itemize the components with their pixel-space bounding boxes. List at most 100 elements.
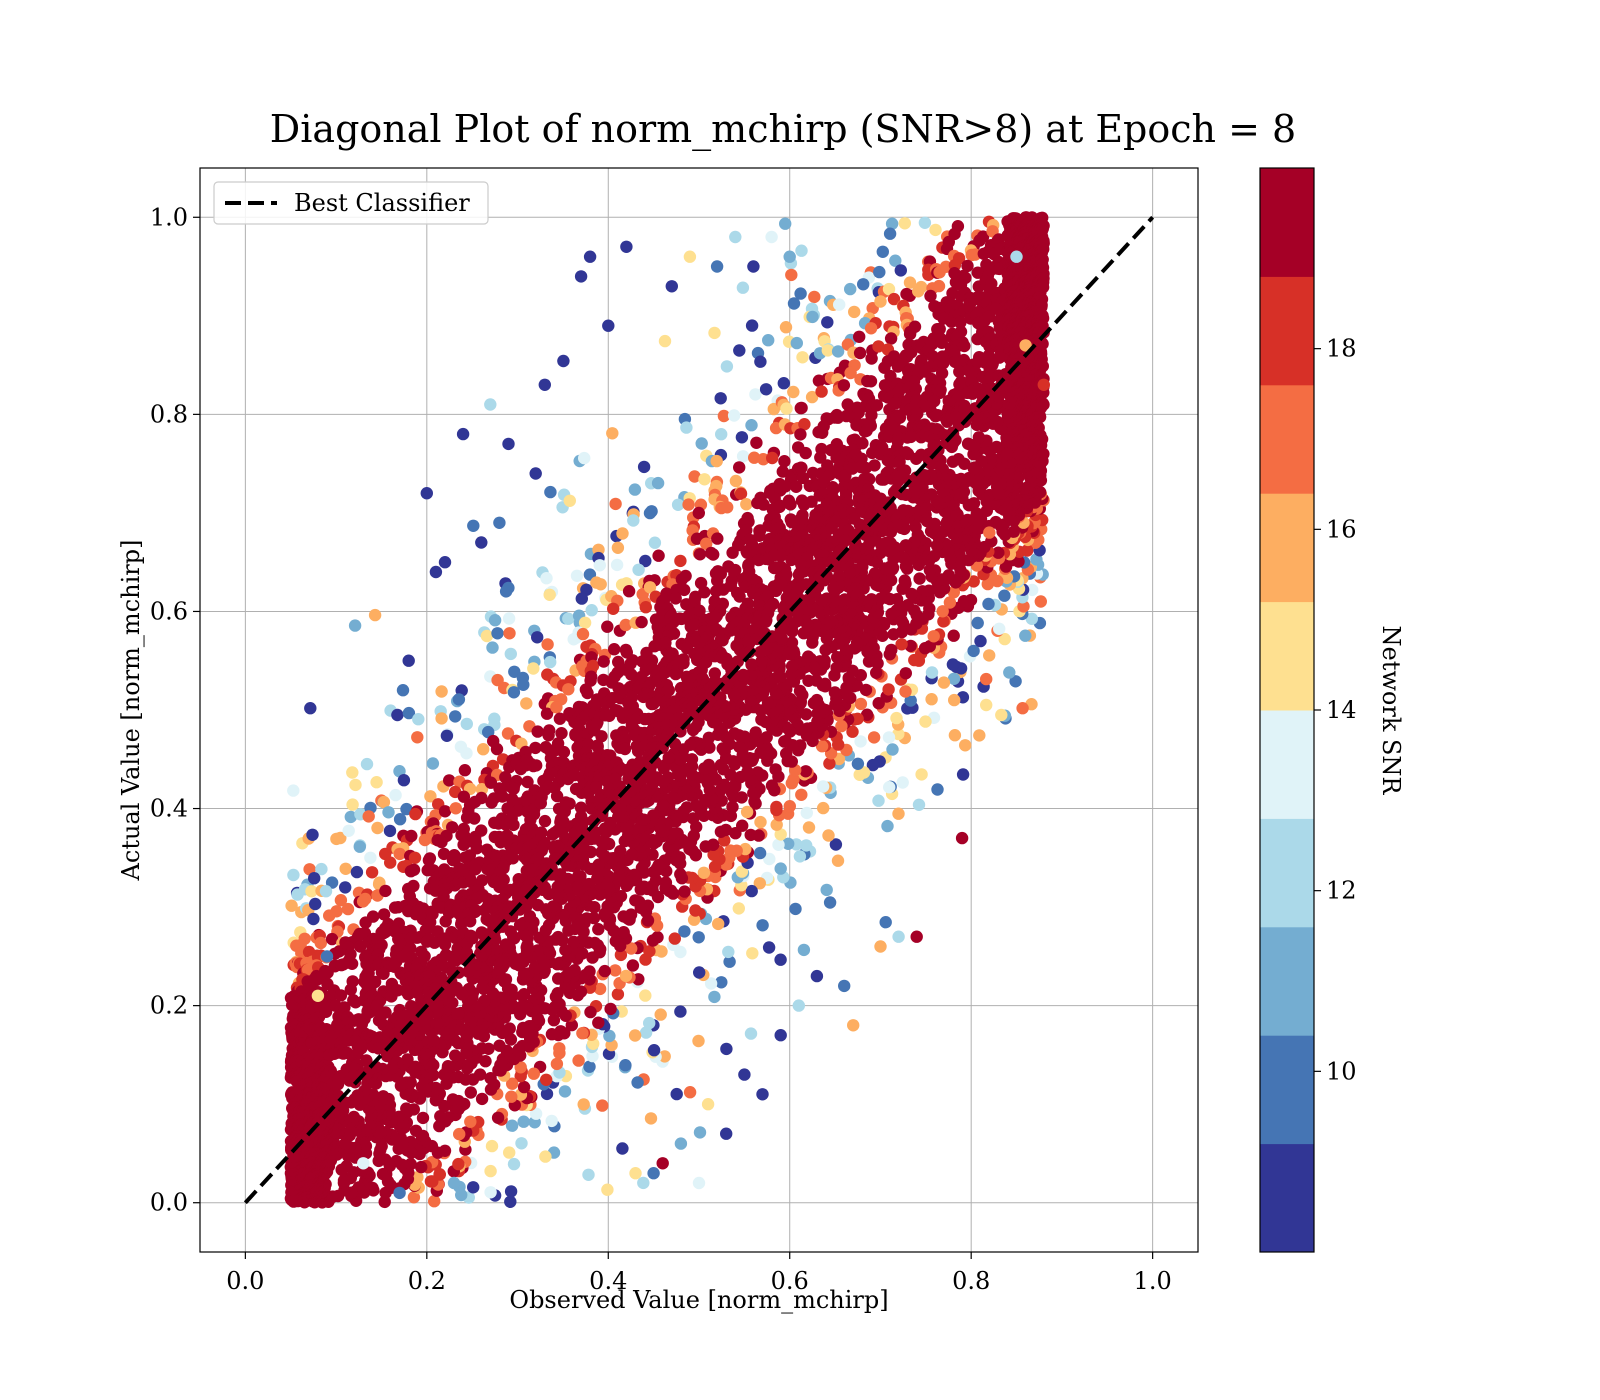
scatter-point: [698, 762, 711, 775]
scatter-point: [557, 745, 571, 759]
scatter-point: [744, 828, 757, 842]
scatter-point: [325, 876, 339, 889]
scatter-point: [334, 831, 347, 845]
scatter-point: [714, 392, 727, 405]
scatter-point: [637, 460, 651, 474]
scatter-point: [744, 1027, 758, 1040]
scatter-point: [391, 708, 404, 722]
scatter-point: [790, 480, 803, 493]
scatter-point: [644, 1112, 658, 1125]
scatter-point: [948, 693, 961, 707]
scatter-point: [416, 1111, 430, 1125]
scatter-point: [831, 345, 845, 358]
scatter-point: [562, 683, 575, 696]
scatter-point: [651, 476, 665, 490]
scatter-point: [678, 925, 691, 938]
scatter-point: [364, 851, 377, 864]
scatter-point: [800, 806, 813, 820]
scatter-point: [748, 451, 761, 464]
scatter-point: [441, 1060, 455, 1073]
scatter-point: [876, 245, 889, 258]
scatter-point: [493, 1039, 506, 1052]
scatter-point: [598, 964, 611, 978]
scatter-point: [626, 959, 640, 972]
scatter-point: [937, 676, 951, 689]
scatter-point: [624, 657, 637, 670]
scatter-point: [823, 757, 836, 770]
scatter-point: [389, 788, 402, 802]
scatter-point: [609, 934, 622, 948]
scatter-point: [353, 840, 366, 853]
scatter-point: [503, 627, 516, 640]
scatter-point: [680, 421, 693, 434]
scatter-point: [576, 627, 590, 641]
scatter-point: [601, 620, 614, 633]
scatter-point: [540, 572, 553, 585]
scatter-point: [733, 344, 746, 357]
scatter-point: [412, 713, 425, 726]
scatter-point: [1016, 702, 1029, 715]
scatter-point: [796, 471, 810, 485]
scatter-point: [794, 428, 807, 441]
scatter-point: [501, 727, 515, 740]
scatter-point: [779, 321, 793, 334]
scatter-point: [947, 672, 961, 685]
scatter-point: [679, 569, 692, 583]
scatter-point: [540, 1087, 554, 1101]
scatter-point: [851, 757, 865, 770]
scatter-point: [893, 411, 907, 424]
scatter-point: [477, 743, 490, 756]
scatter-point: [815, 740, 829, 753]
scatter-point: [671, 498, 685, 511]
scatter-point: [507, 686, 521, 699]
scatter-point: [998, 589, 1011, 602]
scatter-point: [668, 932, 681, 945]
scatter-point: [716, 634, 729, 647]
scatter-point: [865, 352, 878, 365]
scatter-point: [315, 862, 328, 876]
scatter-point: [787, 297, 801, 310]
scatter-point: [585, 604, 598, 617]
scatter-point: [835, 719, 848, 733]
scatter-point: [370, 776, 383, 789]
scatter-point: [707, 548, 720, 561]
scatter-point: [762, 334, 775, 347]
scatter-point: [467, 1181, 480, 1194]
scatter-point: [349, 778, 362, 792]
scatter-point: [915, 768, 928, 781]
scatter-point: [808, 290, 821, 304]
scatter-point: [885, 607, 898, 621]
scatter-point: [452, 693, 466, 706]
scatter-point: [707, 848, 720, 861]
scatter-point: [468, 812, 481, 825]
scatter-point: [304, 702, 317, 715]
scatter-point: [736, 450, 750, 463]
scatter-point: [507, 1157, 521, 1171]
scatter-point: [885, 217, 899, 230]
scatter-point: [733, 461, 746, 474]
scatter-point: [467, 519, 480, 532]
scatter-point: [899, 667, 912, 680]
scatter-point: [806, 310, 819, 324]
scatter-point: [883, 781, 896, 794]
scatter-point: [912, 285, 925, 298]
scatter-point: [894, 264, 907, 277]
scatter-point: [831, 854, 845, 867]
scatter-point: [820, 883, 833, 897]
scatter-point: [484, 1186, 497, 1199]
scatter-point: [735, 865, 749, 878]
scatter-point: [384, 856, 397, 869]
scatter-point: [795, 461, 808, 474]
scatter-point: [597, 655, 610, 668]
plot-area: 0.0 0.2 0.4 0.6 0.8 1.00.00.20.40.60.81.0: [150, 167, 1199, 1295]
scatter-point: [774, 862, 787, 875]
scatter-point: [736, 819, 749, 832]
scatter-point: [383, 824, 397, 838]
scatter-point: [435, 712, 448, 725]
scatter-point: [409, 1124, 423, 1138]
scatter-point: [480, 629, 494, 643]
scatter-point: [342, 824, 355, 837]
scatter-point: [542, 729, 555, 742]
scatter-point: [896, 776, 909, 789]
scatter-point: [397, 774, 411, 787]
